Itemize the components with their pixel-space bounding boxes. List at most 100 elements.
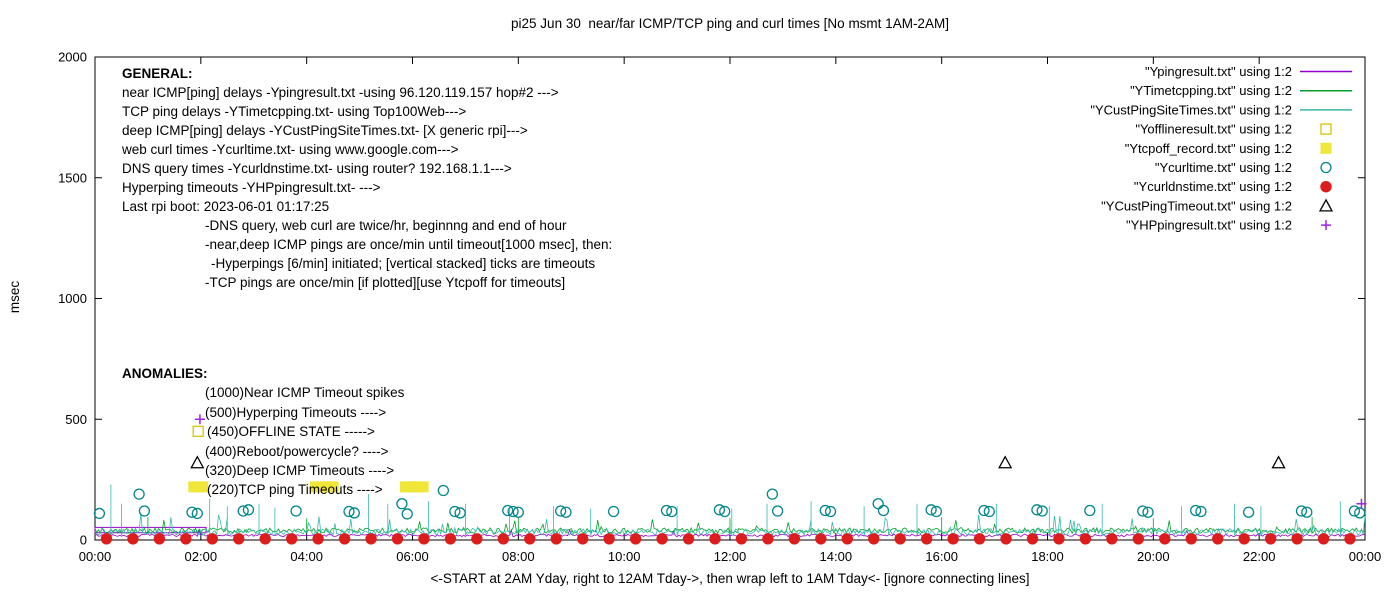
marker-Ycurltime [191, 507, 203, 520]
marker-Ycurltime [607, 505, 620, 518]
marker-Ycurldnstime [1026, 533, 1039, 545]
marker-Ycurltime [348, 507, 360, 519]
x-tick-label: 02:00 [185, 549, 218, 564]
marker-Ycurltime [290, 505, 302, 517]
x-tick-label: 04:00 [290, 549, 323, 564]
marker-Ycurltime [930, 505, 943, 518]
marker-Ycurldnstime [656, 533, 668, 545]
marker-Ycurldnstime [1317, 533, 1330, 545]
x-tick-label: 06:00 [396, 549, 429, 564]
plot-annotation: deep ICMP[ping] delays -YCustPingSiteTim… [122, 123, 528, 138]
plot-annotation: (1000)Near ICMP Timeout spikes [205, 385, 405, 400]
marker-Ycurltime [138, 505, 151, 517]
marker-Yofflineresult [192, 425, 204, 437]
x-tick-label: 16:00 [925, 549, 958, 564]
marker-Ycurldnstime [762, 533, 774, 545]
marker-Ycurldnstime [815, 533, 827, 545]
marker-Ycurldnstime [894, 533, 906, 545]
plot-annotation: (400)Reboot/powercycle? ----> [205, 444, 389, 459]
marker-YCustPingTimeout [998, 455, 1013, 469]
y-tick-label: 1500 [58, 170, 87, 185]
marker-Ycurldnstime [682, 533, 695, 545]
marker-Ycurldnstime [577, 533, 589, 545]
marker-Ycurldnstime [1000, 533, 1012, 545]
plot-annotation: TCP ping delays -YTimetcpping.txt- using… [122, 104, 466, 119]
marker-Ycurltime [437, 484, 450, 497]
marker-Ycurldnstime [1106, 533, 1118, 545]
marker-Ycurldnstime [629, 533, 642, 545]
marker-Ycurldnstime [524, 533, 536, 545]
plot-annotation: near ICMP[ping] delays -Ypingresult.txt … [122, 85, 559, 100]
marker-Ycurldnstime [444, 533, 457, 545]
series-line-YCustPingSiteTimes [94, 484, 1366, 537]
legend-marker-triangle-open [1318, 198, 1334, 212]
x-tick-label: 10:00 [608, 549, 641, 564]
marker-Ycurldnstime [1344, 533, 1356, 545]
marker-Ycurltime [502, 504, 514, 517]
x-axis-label: <-START at 2AM Yday, right to 12AM Tday-… [430, 571, 1030, 586]
marker-Ycurltime [396, 498, 408, 510]
marker-Ycurldnstime [100, 533, 113, 545]
marker-Ycurltime [660, 504, 673, 517]
marker-Ycurltime [713, 504, 726, 516]
plot-annotation: Last rpi boot: 2023-06-01 01:17:25 [122, 199, 329, 214]
marker-Ycurltime [771, 505, 784, 517]
plot-annotation: GENERAL: [122, 66, 193, 81]
marker-Ycurldnstime [418, 533, 430, 545]
marker-Ycurltime [1137, 505, 1149, 517]
y-tick-label: 500 [65, 412, 87, 427]
legend-label: "YTimetcpping.txt" using 1:2 [1130, 83, 1292, 98]
marker-Ycurldnstime [920, 533, 933, 545]
chart-title: pi25 Jun 30 near/far ICMP/TCP ping and c… [511, 16, 949, 31]
marker-Ycurltime [343, 505, 355, 518]
legend-marker-square-open [1320, 123, 1332, 135]
marker-Ycurltime [877, 504, 890, 517]
marker-Ycurldnstime [709, 533, 721, 545]
legend-label: "Ycurltime.txt" using 1:2 [1155, 160, 1292, 175]
marker-Ycurltime [401, 508, 413, 520]
marker-Ycurltime [719, 505, 731, 518]
plot-annotation: (320)Deep ICMP Timeouts ----> [205, 463, 394, 478]
marker-Ycurldnstime [365, 533, 377, 545]
marker-Ytcpoff_record [417, 481, 429, 493]
marker-Ycurltime [555, 505, 567, 517]
marker-Ycurldnstime [947, 533, 959, 545]
legend-label: "YCustPingSiteTimes.txt" using 1:2 [1090, 102, 1292, 117]
marker-Ycurldnstime [1132, 533, 1145, 545]
plot-annotation: -near,deep ICMP pings are once/min until… [205, 237, 612, 252]
plot-annotation: (450)OFFLINE STATE -----> [207, 424, 375, 439]
marker-Ycurldnstime [285, 533, 298, 545]
marker-YCustPingTimeout [190, 455, 205, 469]
legend-label: "Yofflineresult.txt" using 1:2 [1135, 122, 1292, 137]
marker-Ycurldnstime [180, 533, 192, 545]
marker-Ycurltime [1190, 504, 1202, 517]
marker-Ycurldnstime [391, 533, 404, 545]
x-tick-label: 00:00 [79, 549, 112, 564]
plot-annotation: Hyperping timeouts -YHPpingresult.txt- -… [122, 180, 381, 195]
marker-Ycurldnstime [1053, 533, 1065, 545]
legend-label: "Ytcpoff_record.txt" using 1:2 [1125, 141, 1292, 156]
x-tick-label: 12:00 [714, 549, 747, 564]
x-tick-label: 18:00 [1031, 549, 1064, 564]
marker-Ycurldnstime [1212, 533, 1224, 545]
marker-Ycurltime [1301, 506, 1313, 518]
marker-Ycurltime [507, 505, 519, 518]
marker-Ycurltime [1354, 507, 1366, 519]
marker-Ycurldnstime [1159, 533, 1171, 545]
marker-Ycurltime [1084, 504, 1096, 517]
marker-Ycurltime [925, 504, 937, 516]
legend-label: "Ycurldnstime.txt" using 1:2 [1134, 179, 1292, 194]
legend-label: "YHPpingresult.txt" using 1:2 [1126, 218, 1292, 233]
marker-Ycurltime [1295, 505, 1308, 517]
x-tick-label: 22:00 [1243, 549, 1276, 564]
marker-Ycurltime [872, 498, 884, 510]
marker-Ycurldnstime [788, 533, 801, 545]
marker-Ycurldnstime [259, 533, 271, 545]
y-tick-label: 0 [80, 533, 87, 548]
marker-Ycurldnstime [497, 533, 510, 545]
plot-annotation: web curl times -Ycurltime.txt- using www… [121, 142, 459, 157]
plot-annotation: -DNS query, web curl are twice/hr, begin… [205, 218, 567, 233]
marker-Ycurltime [560, 506, 572, 518]
